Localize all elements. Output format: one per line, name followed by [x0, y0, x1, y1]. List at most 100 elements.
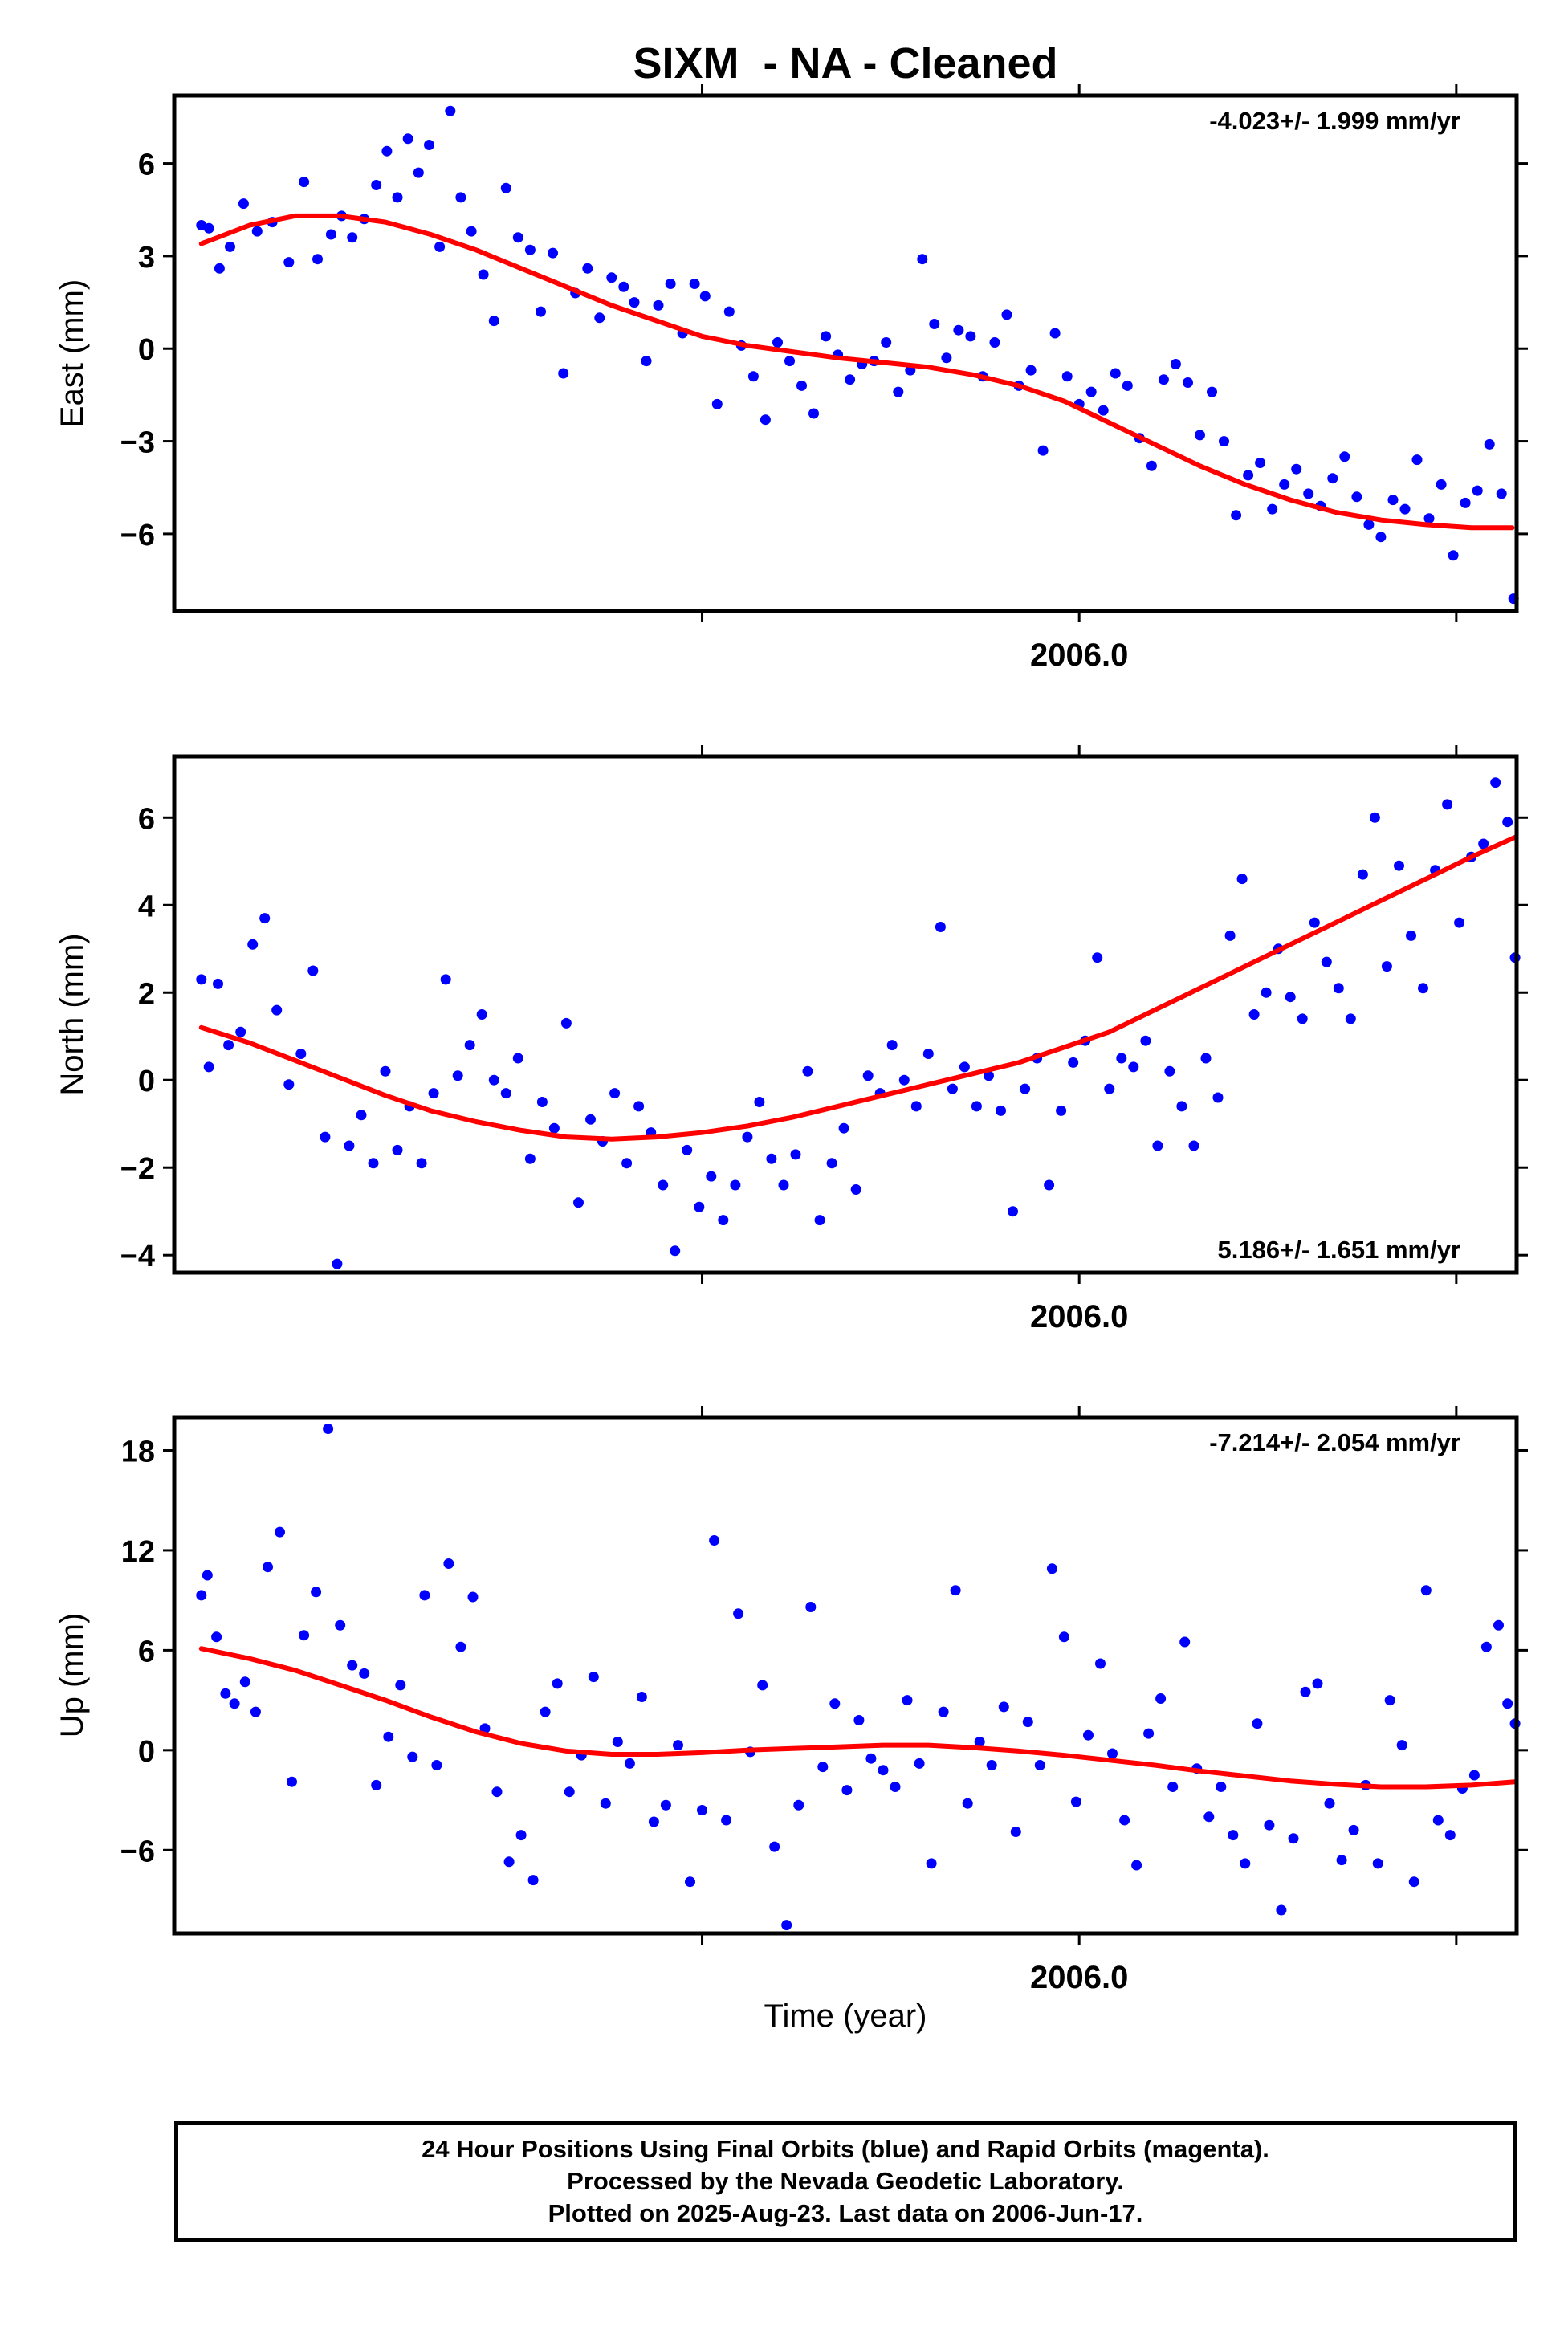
east-data-point: [594, 312, 605, 324]
north-data-point: [754, 1097, 765, 1107]
east-data-point: [1255, 458, 1266, 468]
north-data-point: [1454, 917, 1465, 928]
up-data-point: [1155, 1693, 1167, 1704]
north-data-point: [1478, 838, 1489, 849]
north-data-point: [1345, 1013, 1356, 1024]
up-data-point: [1252, 1718, 1263, 1729]
east-data-point: [1436, 479, 1447, 490]
north-data-point: [271, 1004, 283, 1016]
north-data-point: [440, 974, 451, 985]
footer-line-1: 24 Hour Positions Using Final Orbits (bl…: [422, 2135, 1269, 2163]
east-data-point: [1207, 386, 1217, 397]
east-data-point: [1001, 309, 1012, 320]
up-data-point: [419, 1590, 430, 1601]
up-data-point: [600, 1798, 611, 1809]
up-data-point: [359, 1668, 370, 1679]
north-data-point: [1140, 1035, 1151, 1046]
north-data-point: [766, 1153, 777, 1164]
east-y-tick-label: 0: [138, 333, 155, 367]
up-data-point: [407, 1751, 418, 1762]
north-data-point: [283, 1079, 295, 1090]
north-data-point: [1261, 987, 1272, 998]
east-data-point: [214, 263, 225, 274]
up-data-point: [1408, 1876, 1419, 1888]
north-data-point: [1128, 1061, 1139, 1073]
east-data-point: [524, 244, 536, 255]
north-data-point: [609, 1088, 621, 1099]
up-data-point: [890, 1782, 901, 1792]
east-data-point: [641, 356, 652, 367]
up-data-point: [986, 1760, 997, 1770]
up-data-point: [793, 1799, 804, 1811]
up-data-point: [1324, 1798, 1335, 1809]
up-data-point: [527, 1875, 539, 1886]
north-data-point: [850, 1184, 861, 1195]
up-data-point: [467, 1591, 479, 1603]
north-data-point: [1248, 1009, 1260, 1020]
north-data-point: [694, 1201, 705, 1212]
north-rate-annotation: 5.186+/- 1.651 mm/yr: [1218, 1236, 1460, 1264]
north-data-point: [1008, 1206, 1018, 1217]
east-data-point: [434, 241, 446, 252]
east-data-point: [1351, 491, 1362, 503]
north-data-point: [259, 913, 271, 924]
x-axis-label: Time (year): [764, 1998, 927, 2034]
up-data-point: [660, 1799, 671, 1811]
up-data-point: [829, 1698, 841, 1709]
north-data-point: [1369, 812, 1380, 823]
north-data-point: [560, 1017, 572, 1029]
up-fit-line: [198, 1646, 1518, 1790]
north-x-tick-label: 2006.0: [1030, 1299, 1128, 1334]
north-data-point: [332, 1258, 343, 1269]
east-data-point: [1243, 470, 1254, 481]
north-data-point: [814, 1215, 825, 1226]
up-data-point: [239, 1676, 250, 1688]
east-data-point: [1399, 503, 1411, 515]
up-data-point: [950, 1585, 961, 1596]
north-y-tick-label: −4: [120, 1240, 155, 1273]
footer-box: 24 Hour Positions Using Final Orbits (bl…: [174, 2121, 1517, 2242]
north-data-point: [742, 1131, 753, 1143]
up-data-point: [515, 1830, 527, 1841]
up-data-point: [299, 1630, 310, 1641]
east-data-point: [917, 254, 928, 265]
north-data-point: [826, 1158, 837, 1169]
north-data-point: [247, 939, 259, 950]
up-data-point: [1046, 1563, 1057, 1574]
up-data-point: [1493, 1619, 1504, 1631]
east-data-point: [665, 279, 676, 289]
east-data-point: [808, 408, 819, 419]
up-data-point: [1167, 1782, 1179, 1792]
north-data-point: [670, 1245, 681, 1257]
east-fit-line: [198, 213, 1515, 531]
up-data-point: [1131, 1860, 1142, 1871]
north-y-tick-label: 6: [138, 802, 155, 836]
north-data-point: [1044, 1179, 1055, 1191]
up-data-point: [841, 1785, 853, 1796]
east-data-point: [1170, 359, 1181, 369]
north-data-point: [344, 1140, 355, 1151]
north-data-point: [1333, 983, 1344, 994]
north-data-point: [1200, 1053, 1212, 1064]
east-data-point: [424, 140, 434, 150]
east-data-point: [1158, 374, 1169, 385]
east-data-point: [1448, 550, 1459, 561]
up-y-axis-label: Up (mm): [55, 1613, 90, 1738]
north-data-point: [910, 1101, 922, 1112]
up-data-point: [1179, 1636, 1191, 1648]
up-data-point: [1276, 1904, 1287, 1916]
east-data-point: [582, 263, 593, 274]
east-panel: −6 −3 0 3 6 2006.0 East (mm) -4.023+/- 1.999 mm…: [55, 84, 1528, 673]
east-data-point: [225, 241, 235, 252]
up-y-tick-label: 18: [121, 1435, 155, 1468]
east-data-point: [653, 299, 664, 311]
north-data-point: [573, 1197, 584, 1208]
east-data-point: [1267, 503, 1278, 515]
east-data-point: [723, 306, 735, 317]
north-plot-frame: [172, 754, 1519, 1275]
east-data-point: [1231, 510, 1242, 521]
north-data-point: [886, 1040, 898, 1051]
east-data-point: [606, 272, 617, 283]
north-data-point: [1297, 1013, 1308, 1024]
up-data-point: [220, 1688, 231, 1699]
